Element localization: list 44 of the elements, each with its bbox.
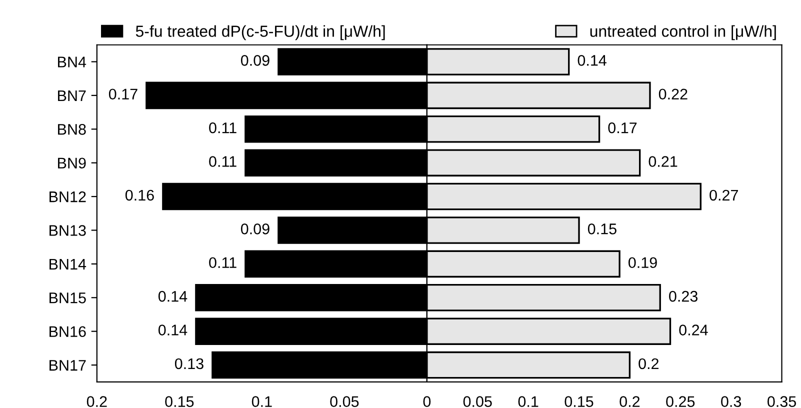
data-label: 0.14 [158, 324, 188, 336]
y-tick-label: BN17 [50, 360, 86, 371]
y-tick-label: BN9 [58, 158, 86, 169]
x-tick-label: 0.05 [463, 396, 492, 407]
x-tick-label: 0.05 [330, 396, 359, 407]
x-tick-label: 0.2 [620, 396, 640, 407]
data-label: 0.09 [240, 224, 270, 234]
data-label: 0.11 [209, 122, 236, 134]
x-tick-label: 0.35 [768, 396, 796, 407]
y-tick-label: BN4 [58, 56, 86, 68]
data-label: 0.14 [578, 55, 606, 66]
data-label: 0.09 [240, 55, 270, 66]
x-tick-label: 0.15 [165, 396, 194, 407]
data-label: 0.16 [125, 190, 154, 201]
x-tick-label: 0.2 [86, 396, 107, 407]
data-label: 0.17 [108, 88, 138, 100]
y-tick-label: BN8 [58, 124, 86, 135]
x-tick-label: 0.25 [666, 396, 695, 407]
legend-label: untreated control in [μW/h] [590, 25, 776, 40]
x-tick-label: 0.1 [252, 396, 272, 407]
data-label: 0.14 [158, 290, 188, 302]
y-tick-label: BN15 [50, 292, 86, 304]
y-tick-label: BN14 [50, 258, 86, 270]
x-tick-label: 0.15 [564, 396, 594, 407]
x-tick-label: 0.3 [721, 396, 742, 407]
y-tick-label: BN7 [58, 90, 86, 101]
legend-label: 5-fu treated dP(c-5-FU)/dt in [μW/h] [136, 25, 385, 40]
data-label: 0.27 [710, 190, 738, 201]
y-tick-label: BN16 [50, 326, 86, 338]
data-label: 0.21 [648, 156, 678, 167]
x-tick-label: 0.1 [518, 396, 538, 407]
data-label: 0.24 [679, 324, 708, 336]
y-tick-label: BN13 [50, 225, 86, 236]
x-tick-label: 0 [423, 396, 431, 407]
data-label: 0.11 [209, 156, 236, 167]
data-label: 0.11 [209, 257, 236, 268]
data-label: 0.17 [608, 122, 637, 134]
data-label: 0.23 [669, 290, 698, 302]
data-label: 0.2 [638, 358, 659, 370]
y-tick-label: BN12 [50, 191, 86, 202]
data-label: 0.22 [658, 88, 688, 100]
data-label: 0.19 [628, 257, 657, 268]
data-label: 0.13 [174, 358, 204, 370]
data-label: 0.15 [588, 224, 616, 234]
